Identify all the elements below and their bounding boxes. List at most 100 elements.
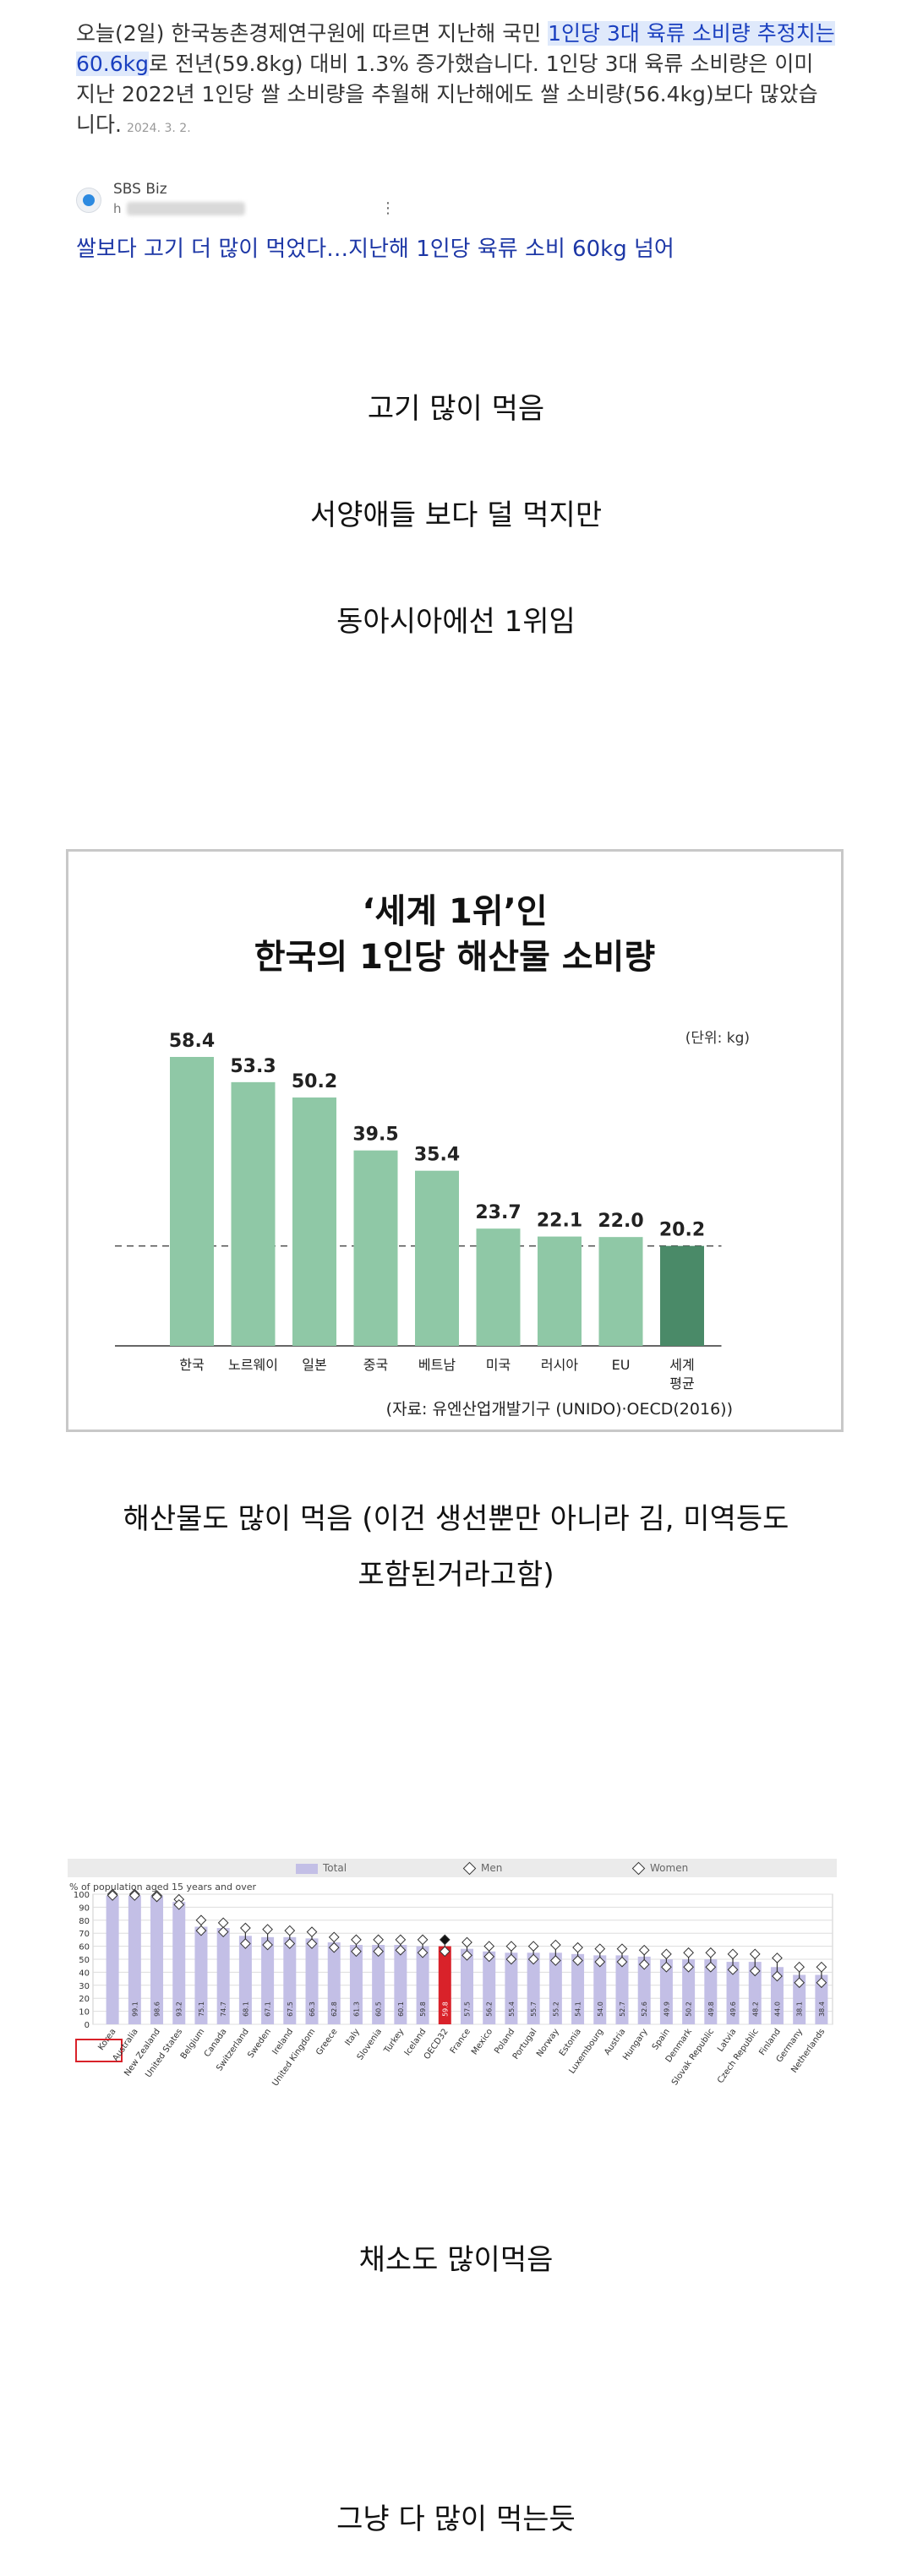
vegetable-value-label: 68.1 [242,2001,249,2017]
seafood-chart-plot: 58.4 한국 53.3 노르웨이 50.2 일본 39.5 중국 35.4 베트남 23.7 미국 2… [115,1031,722,1391]
seafood-bar [231,1081,276,1346]
seafood-value-label: 20.2 [659,1220,705,1241]
vegetable-marker-women [195,1914,207,1926]
article-text-post: 로 전년(59.8kg) 대비 1.3% 증가했습니다. 1인당 3대 육류 소… [76,52,818,137]
vegetable-marker-women [727,1948,739,1960]
vegetable-marker-women [262,1924,273,1935]
vegetable-bar [349,1945,363,2024]
vegetable-value-label: 62.8 [330,2001,338,2017]
vegetable-bar [416,1946,429,2024]
vegetable-bar [793,1974,806,2024]
vegetable-marker-men [106,1890,118,1901]
more-options-icon[interactable]: ⋮ [380,199,396,217]
vegetable-category-label: Latvia [716,2027,738,2053]
vegetable-marker-women [705,1947,717,1958]
vegetable-marker-women [306,1926,318,1938]
source-logo-icon [76,188,101,213]
vegetable-marker-women [661,1948,672,1960]
vegetable-marker-women [749,1948,761,1960]
vegetable-bar [194,1926,208,2024]
vegetable-marker-men [572,1955,583,1966]
vegetable-value-label: 74.7 [220,2001,227,2017]
vegetable-marker-men [151,1891,162,1903]
vegetable-value-label: 56.2 [486,2001,494,2017]
vegetable-marker-men [549,1955,561,1966]
vegetable-marker-men [439,1946,451,1958]
vegetable-marker-men [217,1926,229,1938]
vegetable-chart-plot: 0102030405060708090100Korea99.1Australia… [74,1888,833,2088]
seafood-value-label: 22.1 [537,1211,582,1232]
seafood-category-label: EU [612,1357,631,1373]
korea-highlight-box [75,2039,123,2062]
vegetable-category-label: Mexico [470,2027,494,2056]
vegetable-marker-women [439,1934,451,1946]
vegetable-value-label: 48.2 [751,2001,759,2017]
seafood-category-label: 미국 [486,1357,511,1373]
seafood-chart-title-2: 한국의 1인당 해산물 소비량 [254,938,656,977]
vegetable-marker-men [661,1961,672,1973]
vegetable-y-tick: 50 [79,1956,90,1965]
vegetable-marker-women [373,1934,385,1946]
vegetable-marker-men [128,1890,140,1901]
seafood-category-label: 중국 [363,1357,388,1373]
vegetable-marker-women [772,1952,783,1963]
seafood-category-label: 세계 [669,1357,694,1373]
vegetable-chart: Total Men Women % of population aged 15 … [68,1859,837,2112]
vegetable-bar [372,1945,385,2024]
vegetable-category-label: Norway [535,2027,561,2058]
source-url[interactable]: h [113,201,122,216]
vegetable-bar [438,1946,451,2024]
vegetable-value-label: 55.7 [530,2001,538,2017]
vegetable-y-tick: 90 [79,1903,90,1913]
legend-women: Women [631,1861,688,1876]
vegetable-value-label: 60.5 [375,2001,383,2017]
vegetable-marker-women [683,1947,694,1958]
vegetable-marker-men [683,1961,694,1973]
legend-total-label: Total [323,1862,347,1874]
vegetable-value-label: 49.9 [663,2001,670,2017]
article-text-pre: 오늘(2일) 한국농촌경제연구원에 따르면 지난해 국민 [76,21,549,46]
seafood-chart-title-1: ‘세계 1위’인 [362,892,548,931]
vegetable-marker-men [794,1977,806,1989]
seafood-category-label: 한국 [179,1357,204,1373]
legend-total-swatch [296,1863,318,1874]
vegetable-value-label: 59.8 [419,2001,427,2017]
vegetable-bar [527,1952,540,2024]
vegetable-marker-men [483,1951,495,1963]
vegetable-bar [748,1962,762,2024]
vegetable-marker-men [240,1938,251,1949]
caption-east-asia: 동아시아에선 1위임 [336,605,576,639]
vegetable-bar [261,1936,275,2024]
vegetable-value-label: 60.1 [397,2001,405,2017]
vegetable-y-tick: 100 [74,1891,90,1900]
seafood-value-label: 58.4 [169,1031,215,1052]
source-name: SBS Biz [113,181,167,198]
vegetable-marker-men [328,1942,340,1953]
vegetable-bar [106,1895,119,2024]
vegetable-value-label: 75.1 [198,2001,205,2017]
vegetable-marker-women [816,1961,827,1973]
vegetable-value-label: 52.7 [619,2001,626,2017]
source-row[interactable]: SBS Biz h ⋮ [76,179,837,230]
vegetable-value-label: 93.2 [176,2001,183,2017]
seafood-category-label: 일본 [302,1357,326,1373]
vegetable-value-label: 99.1 [131,2001,139,2017]
vegetable-marker-women [461,1936,472,1948]
vegetable-marker-women [794,1961,806,1973]
vegetable-value-label: 52.6 [641,2001,648,2017]
vegetable-bar [571,1953,585,2024]
vegetable-bar [128,1895,141,2024]
vegetable-value-label: 67.1 [265,2001,272,2017]
vegetable-marker-women [638,1944,650,1956]
seafood-value-label: 53.3 [230,1056,276,1077]
vegetable-marker-men [395,1944,407,1956]
vegetable-bar [461,1948,473,2024]
vegetable-bar [815,1974,828,2024]
seafood-value-label: 23.7 [475,1202,521,1223]
seafood-category-label: 평균 [669,1375,694,1391]
vegetable-marker-women [594,1943,606,1955]
article-headline-link[interactable]: 쌀보다 고기 더 많이 먹었다…지난해 1인당 육류 소비 60kg 넘어 [76,237,674,262]
seafood-category-label: 베트남 [418,1357,456,1373]
vegetable-bar [637,1956,651,2024]
vegetable-marker-men [594,1956,606,1968]
